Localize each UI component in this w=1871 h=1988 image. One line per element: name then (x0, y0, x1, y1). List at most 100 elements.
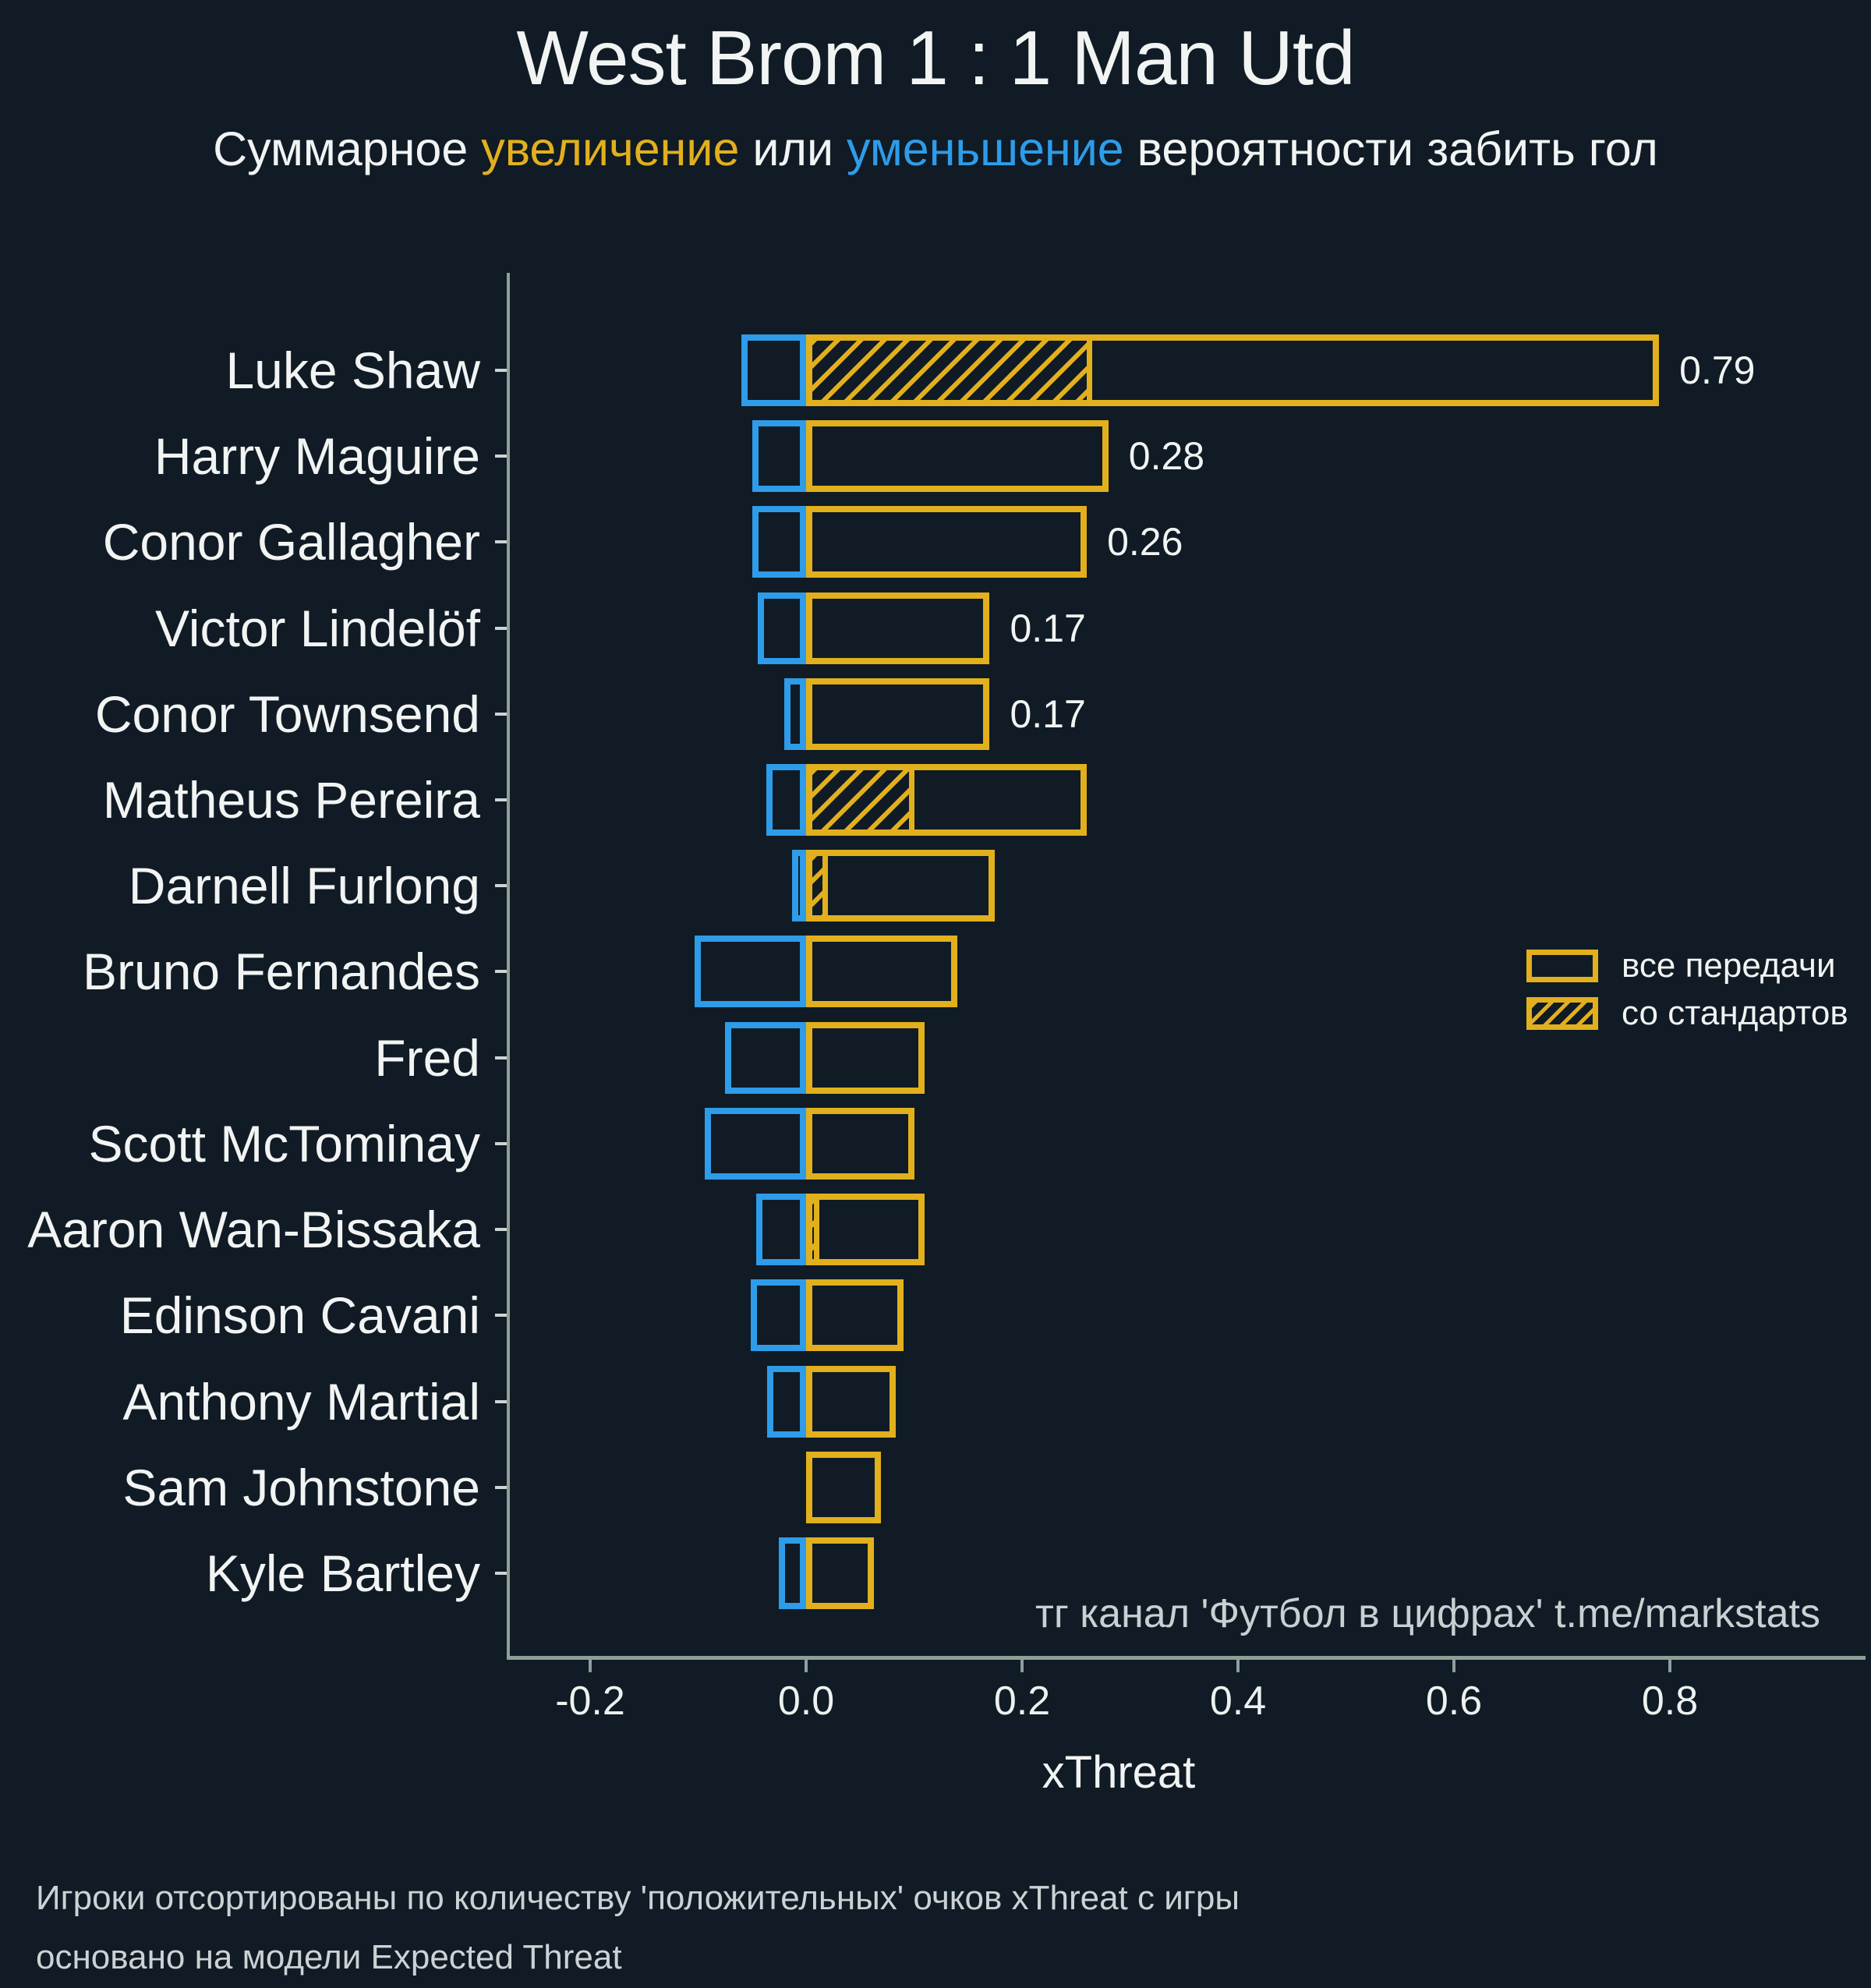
player-name: Anthony Martial (122, 1372, 480, 1431)
x-tick-mark (589, 1660, 592, 1672)
subtitle-segment: увеличение (481, 122, 740, 175)
footnote-line-1: Игроки отсортированы по количеству 'поло… (36, 1879, 1240, 1917)
player-name: Kyle Bartley (205, 1544, 480, 1602)
y-tick-mark (495, 1141, 507, 1145)
player-name: Edinson Cavani (119, 1286, 480, 1345)
player-name: Sam Johnstone (122, 1458, 480, 1516)
player-name: Luke Shaw (225, 341, 480, 399)
bar-negative (741, 334, 806, 406)
y-tick-mark (495, 455, 507, 458)
subtitle-segment: уменьшение (847, 122, 1124, 175)
subtitle-segment: Суммарное (213, 122, 482, 175)
legend-item-all-passes: все передачи (1526, 946, 1848, 985)
player-name: Aaron Wan-Bissaka (27, 1201, 480, 1259)
bar-positive (806, 850, 996, 922)
bar-value-label: 0.17 (1010, 606, 1086, 650)
watermark: тг канал 'Футбол в цифрах' t.me/markstat… (1035, 1591, 1820, 1636)
y-tick-mark (495, 970, 507, 974)
legend-label-all-passes: все передачи (1622, 946, 1836, 985)
x-tick-label: -0.2 (555, 1678, 625, 1724)
bar-negative (695, 936, 806, 1008)
player-name: Matheus Pereira (102, 771, 480, 830)
bar-positive (806, 420, 1109, 493)
bar-value-label: 0.28 (1128, 434, 1205, 479)
bar-value-label: 0.79 (1679, 348, 1756, 392)
bar-negative (767, 1365, 806, 1438)
bar-positive (806, 1365, 896, 1438)
legend: все передачи со стандартов (1526, 946, 1848, 1032)
y-tick-mark (495, 369, 507, 372)
x-axis-spine (507, 1656, 1866, 1660)
bar-value-label: 0.17 (1010, 692, 1086, 736)
bar-positive (806, 1107, 914, 1180)
bar-set-pieces (806, 1194, 819, 1266)
bar-positive (806, 1021, 925, 1094)
chart-subtitle: Суммарное увеличение или уменьшение веро… (0, 122, 1871, 176)
subtitle-segment: или (739, 122, 847, 175)
player-name: Conor Townsend (94, 684, 480, 743)
chart-title: West Brom 1 : 1 Man Utd (516, 15, 1355, 101)
bar-set-pieces (806, 764, 914, 837)
plot-area (507, 273, 1866, 1660)
bar-positive (806, 1279, 904, 1352)
bar-negative (704, 1107, 806, 1180)
subtitle-segment: вероятности забить гол (1123, 122, 1658, 175)
y-tick-mark (495, 712, 507, 716)
y-tick-mark (495, 540, 507, 544)
x-tick-label: 0.4 (1209, 1678, 1267, 1724)
y-tick-mark (495, 1485, 507, 1489)
player-name: Scott McTominay (88, 1114, 480, 1173)
x-tick-mark (1668, 1660, 1671, 1672)
bar-negative (752, 506, 806, 578)
y-tick-mark (495, 1571, 507, 1575)
bar-negative (751, 1279, 806, 1352)
bar-negative (757, 592, 806, 664)
x-tick-label: 0.6 (1425, 1678, 1483, 1724)
y-tick-mark (495, 1056, 507, 1059)
y-tick-mark (495, 626, 507, 630)
bar-negative (791, 850, 806, 922)
bar-positive (806, 936, 957, 1008)
y-tick-mark (495, 884, 507, 888)
y-tick-mark (495, 1228, 507, 1232)
bar-negative (779, 1537, 806, 1609)
bar-positive (806, 592, 990, 664)
y-axis-spine (507, 273, 510, 1660)
y-tick-mark (495, 798, 507, 802)
player-name: Bruno Fernandes (83, 943, 480, 1001)
bar-positive (806, 1537, 875, 1609)
x-tick-mark (805, 1660, 808, 1672)
footnote-line-2: основано на модели Expected Threat (36, 1938, 622, 1976)
legend-label-set-pieces: со стандартов (1622, 994, 1848, 1032)
bar-positive (806, 506, 1088, 578)
legend-item-set-pieces: со стандартов (1526, 994, 1848, 1032)
player-name: Darnell Furlong (128, 857, 480, 915)
bar-set-pieces (806, 334, 1093, 406)
x-tick-mark (1236, 1660, 1240, 1672)
player-name: Harry Maguire (154, 427, 480, 486)
bar-negative (725, 1021, 806, 1094)
x-tick-label: 0.8 (1641, 1678, 1699, 1724)
player-name: Victor Lindelöf (154, 599, 480, 657)
x-tick-mark (1020, 1660, 1024, 1672)
bar-negative (766, 764, 806, 837)
bar-negative (784, 677, 806, 750)
bar-value-label: 0.26 (1107, 520, 1183, 564)
bar-negative (752, 420, 806, 493)
y-tick-mark (495, 1314, 507, 1318)
bar-negative (756, 1194, 806, 1266)
x-tick-label: 0.0 (777, 1678, 835, 1724)
bar-positive (806, 1194, 925, 1266)
legend-swatch-set-pieces-icon (1526, 997, 1598, 1030)
bar-positive (806, 677, 990, 750)
bar-set-pieces (806, 677, 812, 750)
y-tick-mark (495, 1399, 507, 1403)
x-tick-mark (1452, 1660, 1455, 1672)
legend-swatch-all-passes-icon (1526, 950, 1598, 982)
player-name: Conor Gallagher (102, 513, 480, 571)
x-tick-label: 0.2 (993, 1678, 1051, 1724)
bar-positive (806, 1451, 881, 1523)
x-axis-title: xThreat (1042, 1747, 1196, 1798)
player-name: Fred (374, 1028, 480, 1087)
